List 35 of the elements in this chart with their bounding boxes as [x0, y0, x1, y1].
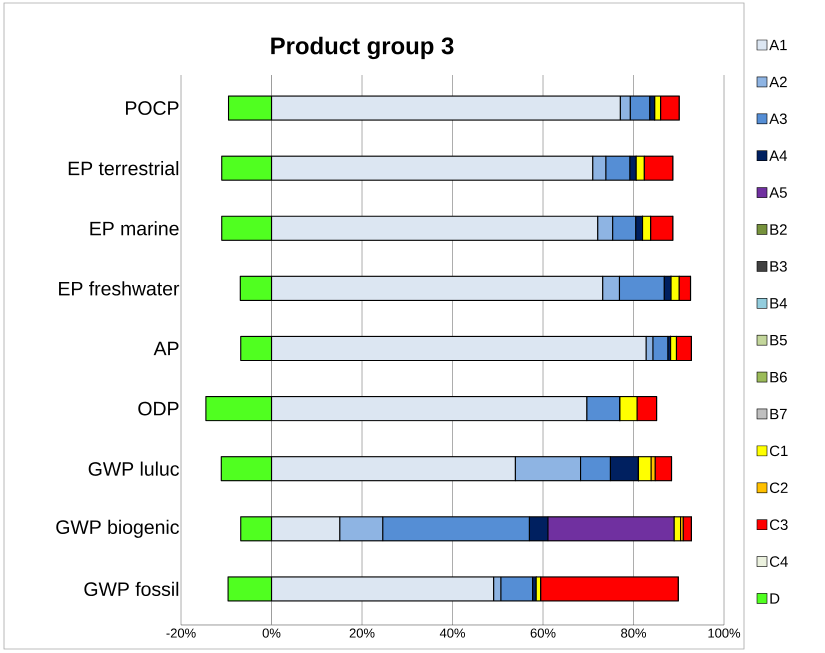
y-tick-label: EP freshwater	[59, 281, 180, 296]
bar	[682, 516, 692, 542]
y-tick-label: POCP	[126, 101, 178, 115]
legend-label: A3	[769, 113, 787, 124]
legend-label: B4	[770, 298, 788, 308]
y-tick-label: GWP fossil	[84, 582, 178, 596]
bar	[654, 456, 672, 482]
legend-label: B7	[770, 408, 787, 420]
legend-label: D	[770, 593, 780, 604]
y-tick-label: EP marine	[90, 221, 179, 236]
x-tick-label: 20%	[350, 628, 375, 638]
chart-title: Product group 3	[271, 36, 454, 60]
legend-label: B6	[770, 372, 787, 382]
legend-label: A4	[769, 150, 788, 161]
y-tick-label: AP	[154, 342, 178, 356]
legend-label: B3	[770, 261, 787, 272]
y-tick-label: ODP	[138, 402, 178, 416]
x-tick-label: 60%	[530, 628, 556, 638]
legend-label: C3	[770, 519, 788, 530]
y-tick-label: EP terrestrial	[68, 161, 178, 176]
x-tick-label: 80%	[621, 628, 646, 638]
legend-label: A2	[769, 76, 787, 88]
x-tick-label: -20%	[166, 628, 196, 638]
legend-label: B5	[770, 334, 787, 346]
legend-label: B2	[770, 224, 787, 235]
x-tick-label: 0%	[262, 628, 280, 638]
legend-label: C1	[770, 446, 788, 456]
legend-label: A5	[769, 187, 787, 198]
legend-label: C4	[770, 556, 788, 567]
legend-label: A1	[769, 40, 787, 50]
x-tick-label: 40%	[440, 628, 466, 638]
x-tick-label: 100%	[708, 628, 740, 638]
y-tick-label: GWP luluc	[88, 462, 179, 476]
legend-label: C2	[770, 482, 788, 494]
y-tick-label: GWP biogenic	[56, 520, 179, 538]
